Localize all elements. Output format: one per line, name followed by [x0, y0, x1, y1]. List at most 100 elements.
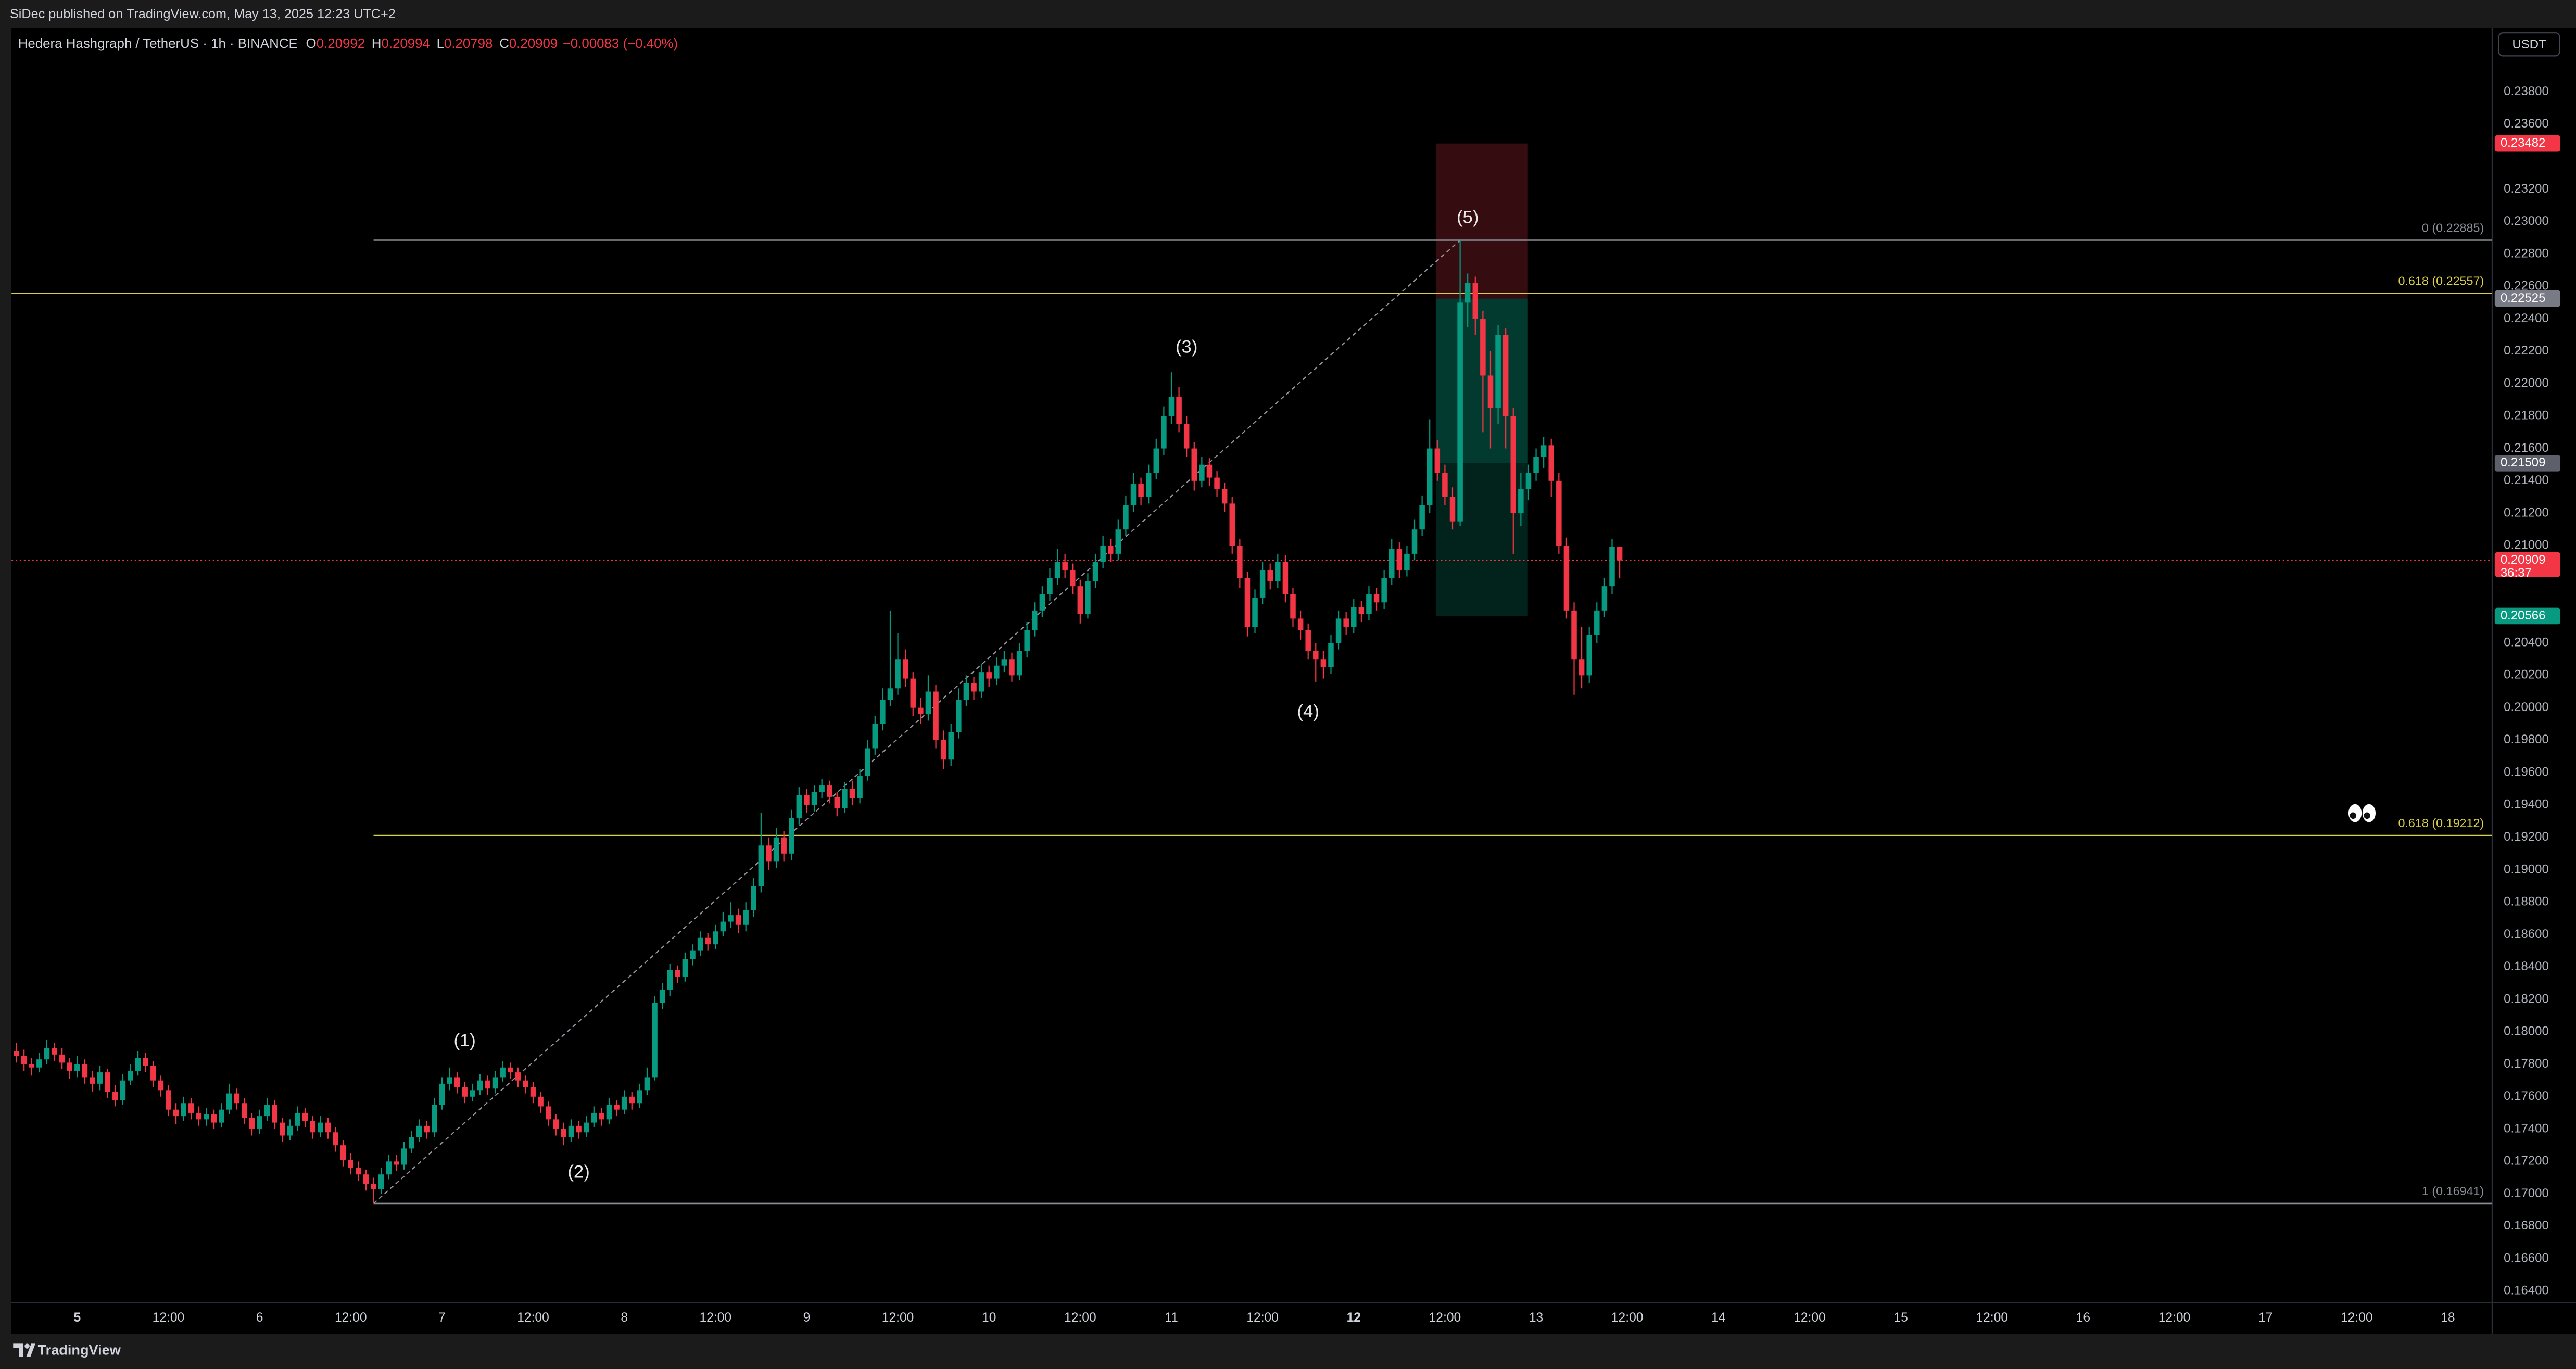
candle-body	[1176, 396, 1182, 424]
candle-body	[963, 683, 969, 700]
candle-body	[880, 700, 886, 724]
candle-body	[21, 1056, 27, 1064]
candle-body	[1115, 529, 1121, 554]
candle-body	[1206, 464, 1213, 478]
candle-body	[242, 1103, 247, 1118]
x-tick-label: 7	[438, 1311, 446, 1325]
x-tick-label: 12	[1347, 1311, 1361, 1325]
price-tag	[2494, 290, 2561, 307]
y-tick-label: 0.23200	[2504, 182, 2549, 196]
candle-body	[287, 1125, 293, 1136]
y-tick-label: 0.17400	[2504, 1121, 2549, 1135]
candle-body	[128, 1070, 133, 1081]
candle-body	[447, 1077, 452, 1084]
candle-body	[1404, 553, 1410, 571]
currency-button[interactable]	[2498, 32, 2560, 57]
candle-body	[773, 837, 779, 862]
candle-body	[1434, 448, 1441, 473]
x-tick-label: 12:00	[1064, 1311, 1096, 1325]
x-tick-label: 12:00	[882, 1311, 914, 1325]
candle-body	[424, 1125, 430, 1133]
candle-body	[705, 937, 711, 945]
legend-value: 0.20909	[509, 36, 558, 51]
y-tick-label: 0.23800	[2504, 84, 2549, 98]
candle-body	[1571, 610, 1577, 660]
price-tag-label: 0.20909	[2501, 553, 2546, 567]
candle-body	[470, 1090, 475, 1097]
candle-body	[1070, 570, 1076, 587]
candle-body	[1442, 473, 1448, 497]
x-tick-label: 14	[1711, 1311, 1725, 1325]
candle-body	[659, 990, 665, 1003]
y-tick-label: 0.21200	[2504, 505, 2549, 519]
candle-body	[1502, 335, 1509, 416]
x-tick-label: 12:00	[2158, 1311, 2191, 1325]
x-tick-label: 17	[2258, 1311, 2272, 1325]
x-tick-label: 18	[2441, 1311, 2455, 1325]
legend-value: 0.20994	[381, 36, 430, 51]
candle-body	[713, 931, 718, 945]
wave-label: (5)	[1457, 208, 1479, 227]
candle-body	[181, 1103, 186, 1117]
candle-body	[849, 789, 855, 798]
candle-body	[758, 845, 764, 886]
candle-body	[454, 1077, 460, 1087]
candle-body	[857, 776, 863, 798]
candle-body	[219, 1109, 224, 1123]
candle-body	[1191, 448, 1197, 481]
candle-body	[1457, 302, 1463, 522]
candle-body	[637, 1090, 642, 1104]
x-tick-label: 5	[73, 1311, 81, 1325]
candle-body	[690, 950, 696, 959]
x-tick-label: 8	[621, 1311, 628, 1325]
x-tick-label: 12:00	[700, 1311, 732, 1325]
candle-body	[1609, 547, 1615, 587]
x-tick-label: 12:00	[1976, 1311, 2008, 1325]
candle-body	[1161, 416, 1167, 449]
candle-body	[333, 1132, 338, 1146]
candle-body	[1464, 283, 1471, 303]
y-tick-label: 0.22800	[2504, 246, 2549, 260]
candle-body	[515, 1072, 521, 1081]
candle-body	[1518, 489, 1524, 514]
candle-body	[52, 1048, 57, 1055]
price-tag-label: 0.21509	[2501, 455, 2546, 470]
candle-body	[257, 1116, 262, 1130]
candle-body	[530, 1087, 536, 1097]
candle-body	[67, 1062, 72, 1071]
x-tick-label: 12:00	[153, 1311, 185, 1325]
trend-line	[373, 239, 1461, 1204]
currency-label[interactable]: USDT	[2512, 37, 2546, 52]
candle-body	[1267, 570, 1273, 581]
x-tick-label: 9	[803, 1311, 811, 1325]
candle-body	[1563, 546, 1570, 611]
candle-body	[439, 1083, 445, 1105]
candle-body	[1366, 594, 1372, 614]
candle-body	[1024, 630, 1030, 651]
candle-body	[234, 1093, 240, 1104]
candle-body	[29, 1064, 35, 1068]
candle-body	[1092, 562, 1098, 581]
candle-body	[804, 795, 810, 805]
candle-body	[386, 1161, 392, 1175]
legend: Hedera Hashgraph / TetherUS · 1h · BINAN…	[18, 36, 678, 51]
candle-body	[1396, 549, 1403, 571]
candle-body	[135, 1058, 141, 1071]
candle-body	[401, 1148, 407, 1165]
candle-body	[462, 1087, 468, 1097]
candle-body	[1229, 503, 1235, 546]
candle-body	[956, 700, 962, 732]
x-tick-label: 13	[1529, 1311, 1543, 1325]
y-tick-label: 0.16400	[2504, 1284, 2549, 1298]
candle-body	[1540, 445, 1547, 457]
price-tag	[2494, 607, 2561, 625]
eyes-icon	[2348, 804, 2376, 822]
candle-body	[1487, 375, 1494, 408]
y-tick-label: 0.21800	[2504, 409, 2549, 423]
x-tick-label: 11	[1165, 1311, 1178, 1325]
candle-body	[371, 1184, 376, 1189]
candle-body	[1214, 477, 1220, 489]
candle-body	[986, 672, 992, 679]
candle-body	[1252, 597, 1258, 627]
y-tick-label: 0.17000	[2504, 1186, 2549, 1200]
